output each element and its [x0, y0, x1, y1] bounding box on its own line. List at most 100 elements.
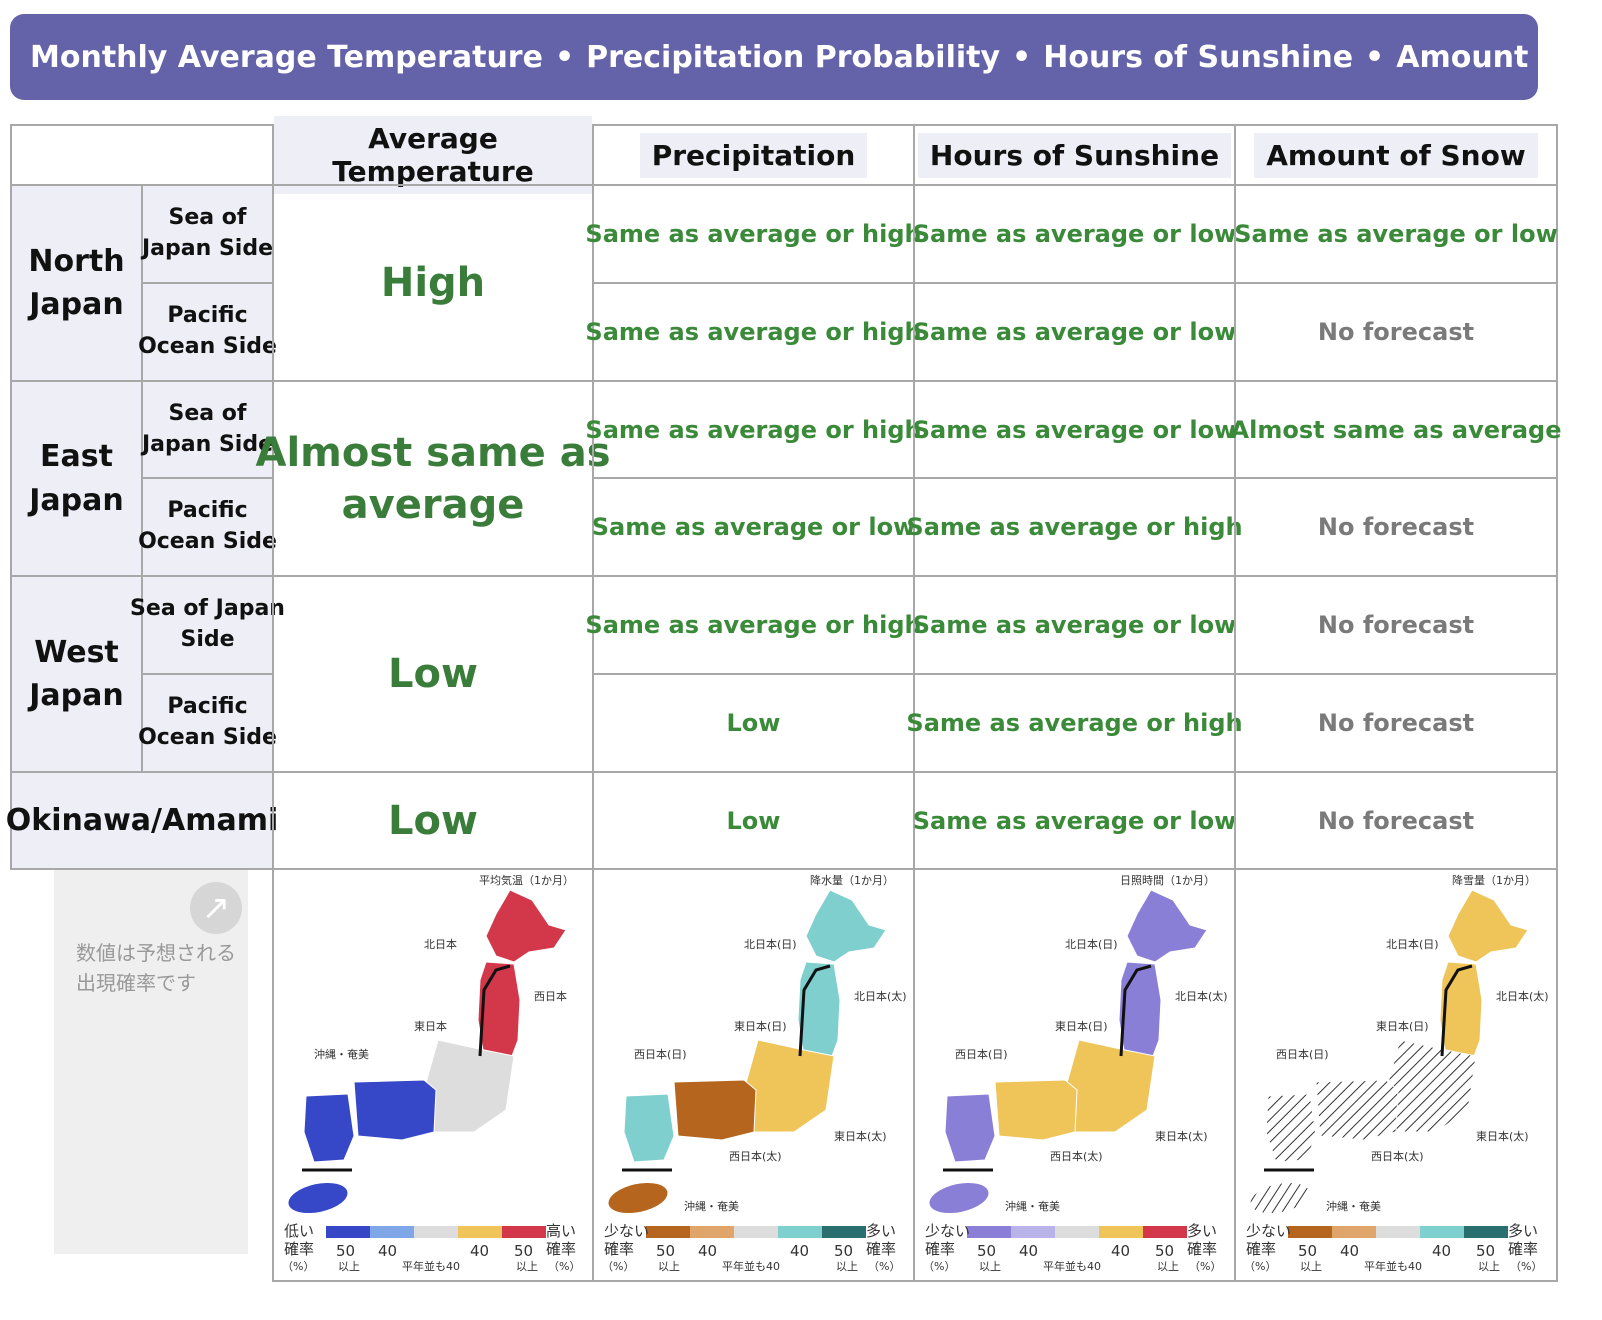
scale-number: 40 — [790, 1242, 809, 1260]
scale-ijou-label: 以上 — [836, 1260, 858, 1273]
scale-high-label-3: （%） — [548, 1260, 580, 1273]
scale-ijou-label: 以上 — [658, 1260, 680, 1273]
region-east-japan: East Japan — [10, 380, 143, 577]
scale-normal-label: 平年並も40 — [402, 1259, 460, 1273]
snow-north-pac: No forecast — [1234, 282, 1558, 382]
scale-number: 40 — [1340, 1242, 1359, 1260]
scale-swatch — [1288, 1226, 1332, 1238]
sun-east-pac: Same as average or high — [906, 477, 1243, 577]
scale-low-label-3: （%） — [923, 1260, 955, 1273]
subregion-north-sea-of-japan: Sea of Japan Side — [141, 184, 274, 284]
map-hours-of-sunshine: 日照時間（1か月） 北日本(日) 北日本(太) 東日本(日) 西日本(日) 東日本(太) 西… — [913, 868, 1236, 1282]
header-precipitation: Precipitation — [592, 124, 915, 186]
scale-low-label: 少ない — [604, 1222, 649, 1240]
scale-swatch — [370, 1226, 414, 1238]
scale-high-label-2: 確率 — [1187, 1240, 1217, 1258]
region-north-japan: North Japan — [10, 184, 143, 382]
west-japan-region — [1315, 1079, 1399, 1141]
sun-east-sea: Same as average or low — [913, 380, 1236, 479]
scale-low-label-2: 確率 — [284, 1240, 314, 1258]
scale-swatch — [646, 1226, 690, 1238]
map-region-label: 北日本(日) — [1065, 937, 1118, 951]
precip-west-pac: Low — [592, 673, 915, 773]
japan-map: 降水量（1か月） 北日本(日) 北日本(太) 東日本(日) 西日本(日) 東日本(太) 西日… — [602, 873, 907, 1273]
map-region-label: 西日本(日) — [955, 1047, 1008, 1061]
scale-swatch — [690, 1226, 734, 1238]
scale-number: 40 — [1019, 1242, 1038, 1260]
hokkaido-region — [1447, 889, 1529, 963]
okinawa-region — [1250, 1182, 1310, 1214]
scale-ijou-label: 以上 — [516, 1260, 538, 1273]
east-japan-region — [1064, 1039, 1156, 1133]
scale-number: 40 — [1432, 1242, 1451, 1260]
map-region-label: 東日本 — [414, 1019, 447, 1033]
kyushu-region — [303, 1093, 355, 1163]
hokkaido-region — [485, 889, 567, 963]
scale-number: 50 — [656, 1242, 675, 1260]
scale-number: 50 — [336, 1242, 355, 1260]
scale-high-label: 多い — [866, 1222, 896, 1240]
title-banner: Monthly Average Temperature • Precipitat… — [10, 14, 1602, 100]
map-title: 平均気温（1か月） — [479, 873, 574, 887]
region-okinawa-amami: Okinawa/Amami — [6, 771, 278, 870]
scale-number: 50 — [834, 1242, 853, 1260]
west-japan-region — [353, 1079, 437, 1141]
map-amount-of-snow: 降雪量（1か月） 北日本(日) 北日本(太) 東日本(日) 西日本(日) 東日本(太) 西日… — [1234, 868, 1558, 1282]
note-text: 数値は予想される 出現確率です — [76, 941, 236, 995]
arrow-up-right-icon[interactable]: ↗ — [190, 882, 242, 934]
map-region-label: 西日本(太) — [1371, 1149, 1424, 1163]
scale-high-label-2: 確率 — [1508, 1240, 1538, 1258]
scale-high-label-3: （%） — [1189, 1260, 1221, 1273]
region-west-japan: West Japan — [10, 575, 143, 773]
sun-north-pac: Same as average or low — [913, 282, 1236, 382]
scale-swatch — [967, 1226, 1011, 1238]
map-region-label: 北日本 — [424, 937, 457, 951]
scale-low-label-2: 確率 — [604, 1240, 634, 1258]
scale-number: 50 — [1298, 1242, 1317, 1260]
scale-swatch — [1055, 1226, 1099, 1238]
temp-west: Low — [272, 575, 594, 773]
japan-map: 日照時間（1か月） 北日本(日) 北日本(太) 東日本(日) 西日本(日) 東日本(太) 西… — [923, 874, 1228, 1273]
banner-separator: • — [554, 39, 575, 75]
map-region-label: 北日本(太) — [1496, 989, 1549, 1003]
snow-west-sea: No forecast — [1234, 575, 1558, 675]
region-boundary — [1119, 964, 1152, 1057]
snow-north-sea: Same as average or low — [1234, 184, 1558, 284]
snow-west-pac: No forecast — [1234, 673, 1558, 773]
scale-normal-label: 平年並も40 — [1364, 1259, 1422, 1273]
precip-north-pac: Same as average or high — [585, 282, 922, 382]
map-region-label: 西日本 — [534, 989, 567, 1003]
okinawa-region — [608, 1182, 668, 1214]
header-amount-of-snow: Amount of Snow — [1234, 124, 1558, 186]
map-region-label: 沖縄・奄美 — [314, 1047, 369, 1061]
precip-north-sea: Same as average or high — [585, 184, 922, 284]
banner-item-sunshine: Hours of Sunshine — [1043, 39, 1354, 75]
scale-swatch — [822, 1226, 866, 1238]
scale-swatch — [778, 1226, 822, 1238]
japan-map: 降雪量（1か月） 北日本(日) 北日本(太) 東日本(日) 西日本(日) 東日本(太) 西日… — [1244, 873, 1549, 1273]
west-japan-region — [994, 1079, 1078, 1141]
scale-low-label-3: （%） — [602, 1260, 634, 1273]
scale-swatch — [414, 1226, 458, 1238]
scale-number: 50 — [514, 1242, 533, 1260]
scale-ijou-label: 以上 — [1300, 1260, 1322, 1273]
scale-high-label-3: （%） — [1510, 1260, 1542, 1273]
map-region-label: 北日本(日) — [744, 937, 797, 951]
scale-ijou-label: 以上 — [338, 1260, 360, 1273]
sun-north-sea: Same as average or low — [913, 184, 1236, 284]
hokkaido-region — [805, 889, 887, 963]
map-region-label: 北日本(太) — [854, 989, 907, 1003]
scale-low-label-3: （%） — [1244, 1260, 1276, 1273]
header-average-temperature: Average Temperature — [272, 116, 594, 194]
temp-east: Almost same as average — [255, 380, 611, 577]
subregion-west-sea-of-japan: Sea of Japan Side — [130, 575, 285, 675]
scale-normal-label: 平年並も40 — [722, 1259, 780, 1273]
header-empty — [10, 124, 274, 186]
scale-ijou-label: 以上 — [1157, 1260, 1179, 1273]
snow-okinawa: No forecast — [1234, 771, 1558, 870]
snow-east-pac: No forecast — [1234, 477, 1558, 577]
scale-ijou-label: 以上 — [1478, 1260, 1500, 1273]
kyushu-region — [944, 1093, 996, 1163]
scale-low-label: 少ない — [1246, 1222, 1291, 1240]
scale-number: 40 — [698, 1242, 717, 1260]
